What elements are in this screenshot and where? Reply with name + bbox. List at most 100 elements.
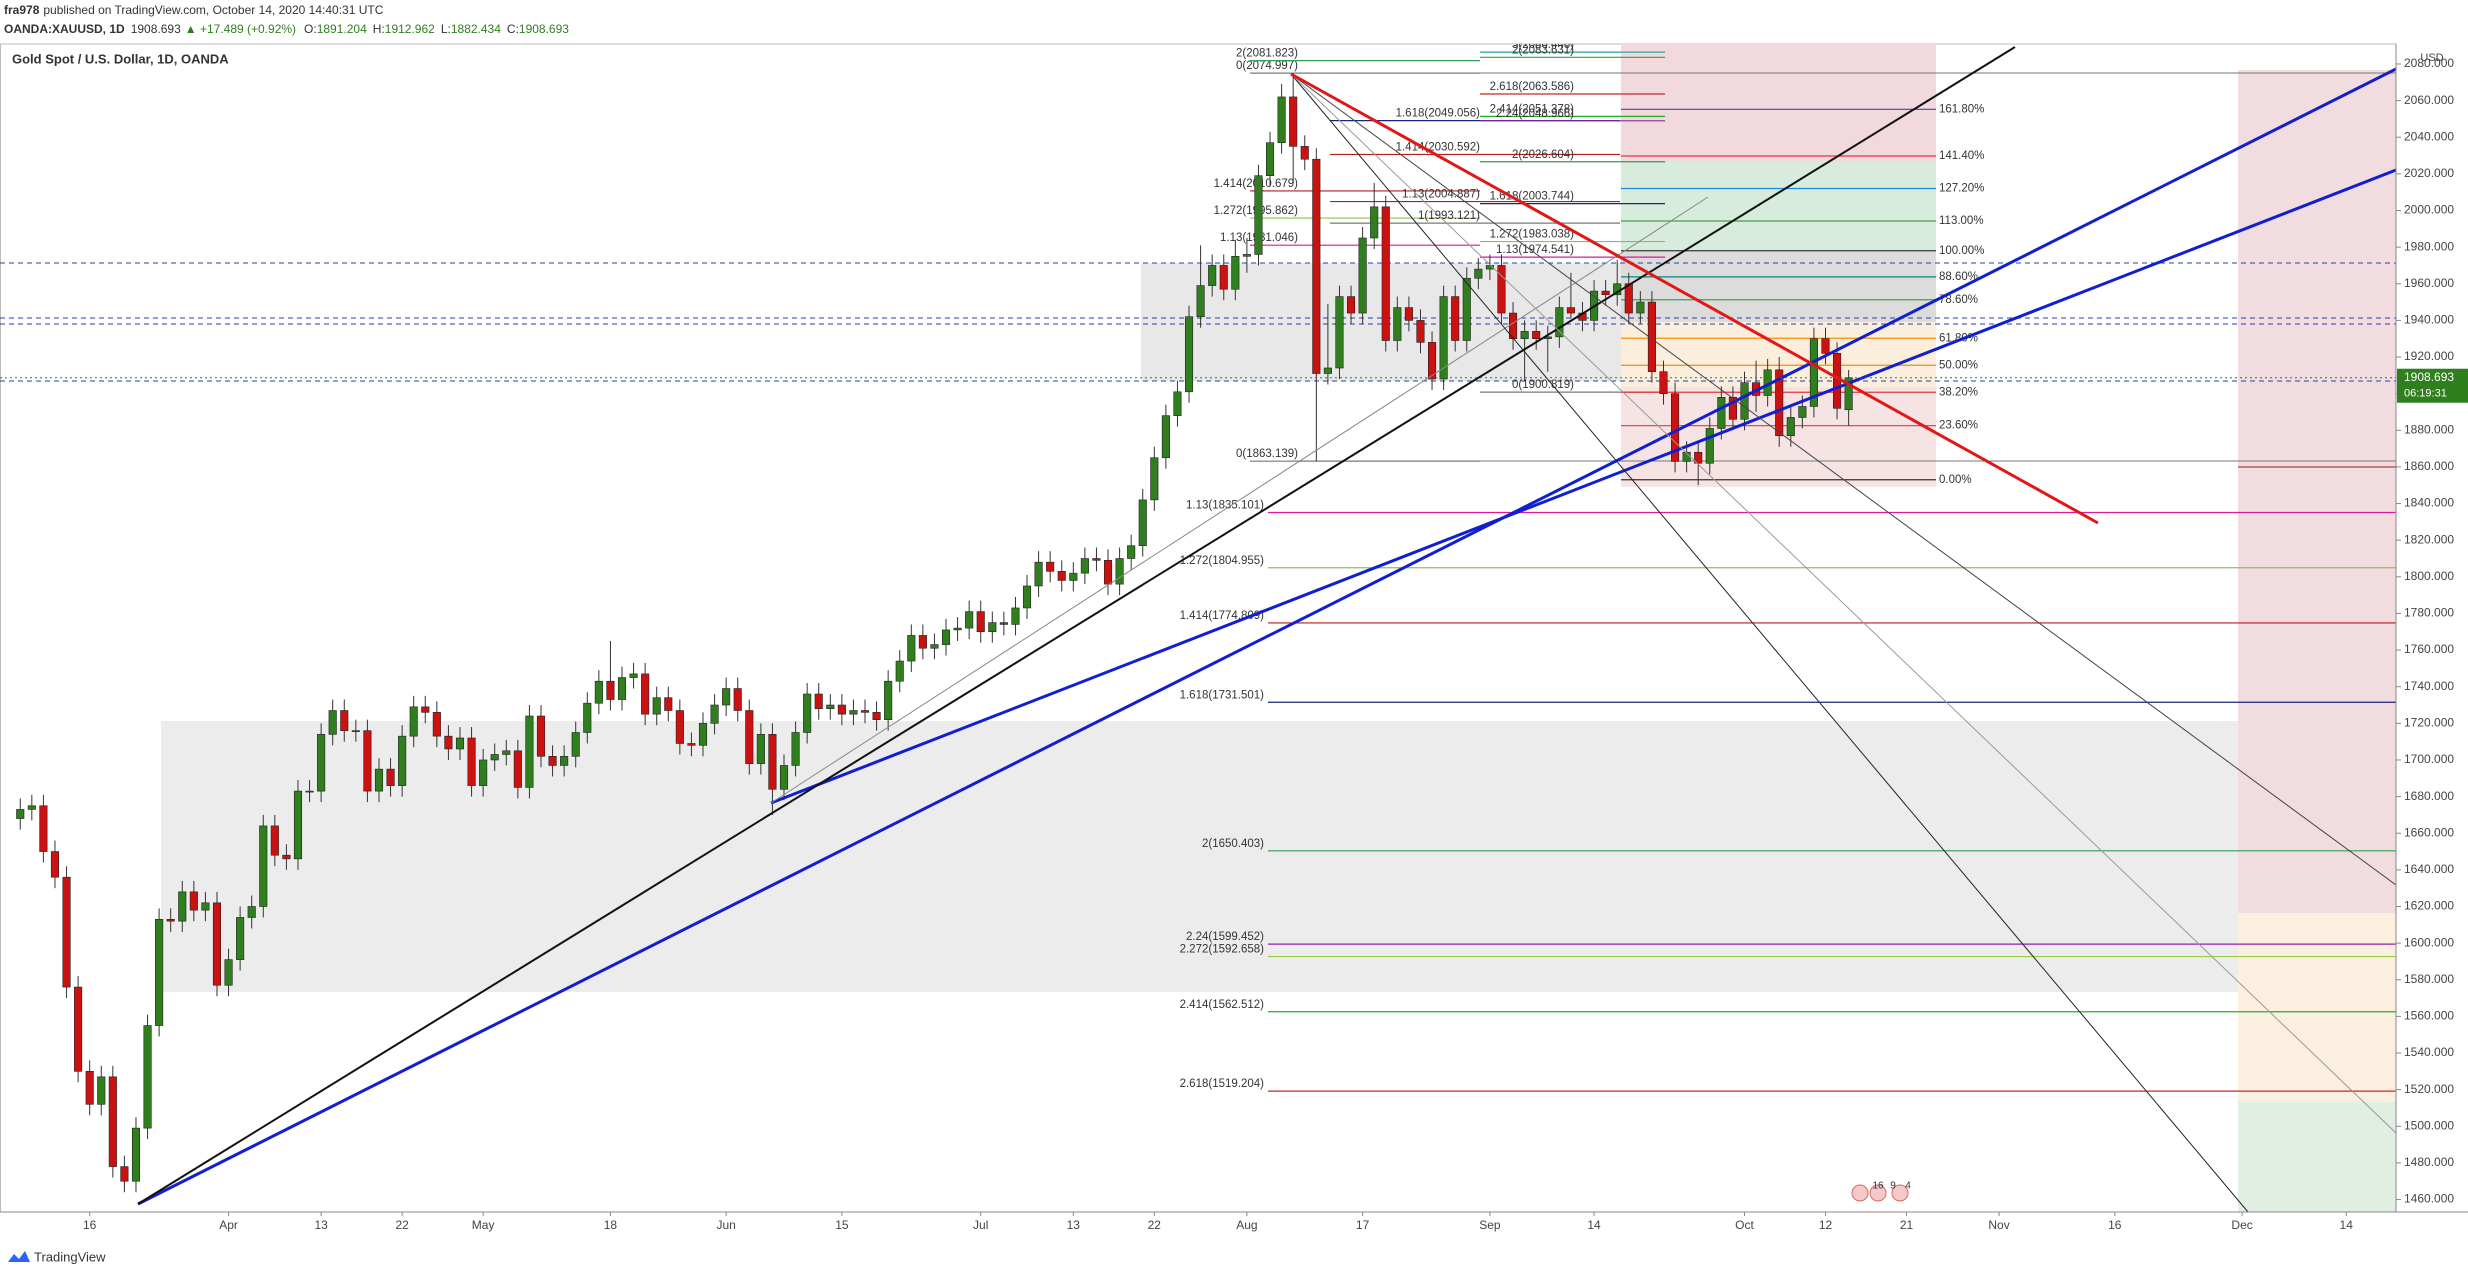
fib-label: 1.13(1835.101) xyxy=(1186,500,1264,512)
candle-body xyxy=(525,715,534,788)
fib-label: 127.20% xyxy=(1939,183,1984,195)
candle-body xyxy=(1624,283,1633,314)
candle-body xyxy=(27,805,36,810)
y-tick-label: 1640.000 xyxy=(2404,862,2454,876)
candle-body xyxy=(97,1076,106,1105)
trend-lines xyxy=(137,46,2396,1212)
candle-body xyxy=(1300,146,1309,160)
x-tick-label: Nov xyxy=(1988,1218,2009,1232)
fib-label: 1.618(2049.056) xyxy=(1396,108,1481,120)
y-tick-label: 1720.000 xyxy=(2404,716,2454,730)
x-tick-label: 14 xyxy=(1587,1218,1601,1232)
candle-body xyxy=(1127,545,1136,559)
trend-line xyxy=(1290,73,2396,886)
candle-body xyxy=(860,710,870,713)
candle-body xyxy=(617,677,627,700)
fib-label: 1.618(1731.501) xyxy=(1180,689,1265,701)
candle-body xyxy=(1786,417,1795,437)
candle-body xyxy=(606,680,615,700)
candle-body xyxy=(293,790,303,860)
y-tick-label: 1700.000 xyxy=(2404,752,2454,766)
fib-label: 2.618(1519.204) xyxy=(1180,1078,1265,1090)
candle-body xyxy=(548,756,557,766)
projection-zone xyxy=(2238,1102,2396,1212)
publish-line: fra978 published on TradingView.com, Octo… xyxy=(4,3,384,17)
ohlc-value: 1891.204 xyxy=(317,22,367,36)
y-tick-label: 2040.000 xyxy=(2404,129,2454,143)
trend-line xyxy=(1290,73,2396,1134)
candle-body xyxy=(768,734,777,790)
fib-zone xyxy=(1621,44,1936,162)
footer: TradingView xyxy=(8,1249,106,1264)
fib-label: 3(2086.446) xyxy=(1512,39,1574,51)
fib-label: 2.24(1599.452) xyxy=(1186,931,1264,943)
candle-body xyxy=(1346,296,1356,314)
ohlc-value: 1882.434 xyxy=(451,22,501,36)
quote-line: OANDA:XAUUSD, 1D 1908.693 ▲ +17.489 (+0.92… xyxy=(4,22,569,36)
candle-body xyxy=(988,622,997,633)
candle-body xyxy=(571,732,580,757)
candle-body xyxy=(282,854,291,860)
candle-body xyxy=(1694,451,1703,464)
candle-body xyxy=(594,680,603,704)
y-tick-label: 1940.000 xyxy=(2404,313,2454,327)
fib-label: 50.00% xyxy=(1939,359,1978,371)
trend-line xyxy=(1290,73,2249,1212)
fib-label: 1.13(1974.541) xyxy=(1496,244,1574,256)
symbol: OANDA:XAUUSD, 1D xyxy=(4,22,125,36)
candle-body xyxy=(652,697,661,715)
candle-body xyxy=(583,702,592,733)
candle-body xyxy=(212,902,222,986)
candle-body xyxy=(953,627,962,631)
candle-body xyxy=(687,743,696,746)
candle-body xyxy=(85,1071,94,1105)
candle-body xyxy=(629,673,638,678)
event-icon xyxy=(1851,1184,1869,1202)
fib-label: 161.80% xyxy=(1939,103,1984,115)
currency-label: USD xyxy=(2420,52,2443,64)
x-tick-label: 17 xyxy=(1356,1218,1370,1232)
candle-body xyxy=(1335,296,1344,369)
fib-label: 2(2081.823) xyxy=(1236,48,1298,60)
event-count: 16 xyxy=(1872,1181,1884,1192)
candle-body xyxy=(698,723,708,746)
candle-body xyxy=(779,765,789,790)
candle-body xyxy=(849,710,858,715)
candle-body xyxy=(224,959,233,986)
candle-body xyxy=(490,754,499,761)
candle-body xyxy=(108,1076,117,1167)
candle-body xyxy=(305,790,314,793)
candle-body xyxy=(1034,561,1043,587)
candle-body xyxy=(1532,331,1541,340)
candle-body xyxy=(201,902,210,911)
candle-body xyxy=(1647,301,1656,372)
event-count: 9 xyxy=(1890,1181,1896,1192)
candle-body xyxy=(1289,96,1298,147)
candle-body xyxy=(1775,369,1784,437)
candle-body xyxy=(1393,307,1402,341)
candle-body xyxy=(328,710,337,735)
ohlc-label: L: xyxy=(441,22,451,36)
x-tick-label: 14 xyxy=(2340,1218,2354,1232)
candle-body xyxy=(1196,285,1205,318)
x-tick-label: 16 xyxy=(2108,1218,2122,1232)
candle-body xyxy=(1566,307,1575,314)
candle-body xyxy=(155,919,164,1026)
candle-body xyxy=(1728,397,1737,420)
candle-body xyxy=(317,734,326,792)
ohlc-value: 1912.962 xyxy=(385,22,435,36)
candle-body xyxy=(1370,206,1379,239)
candle-body xyxy=(270,825,279,856)
y-tick-label: 1920.000 xyxy=(2404,349,2454,363)
fib-label: 2.414(1562.512) xyxy=(1180,999,1265,1011)
candle-body xyxy=(62,876,71,988)
fib-label: 23.60% xyxy=(1939,420,1978,432)
candle-body xyxy=(1254,175,1263,255)
candle-body xyxy=(363,730,372,792)
candle-body xyxy=(1798,406,1807,418)
last-price-box xyxy=(2397,368,2468,403)
y-tick-label: 1860.000 xyxy=(2404,459,2454,473)
candle-body xyxy=(1150,457,1159,501)
brand: TradingView xyxy=(34,1249,106,1264)
